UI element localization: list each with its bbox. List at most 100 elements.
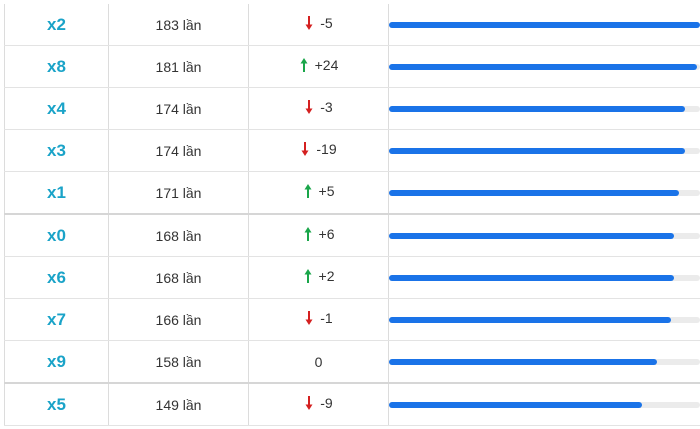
count-cell: 171 lần [108,171,249,215]
count-cell: 168 lần [108,256,249,299]
change-cell: +5 [248,171,389,215]
change-cell: +2 [248,256,389,299]
bar-cell [388,171,700,215]
change-cell: 0 [248,340,389,384]
progress-bar [389,401,700,408]
count-label: 174 lần [155,142,202,159]
number-cell: x3 [4,129,109,172]
progress-bar-fill [389,358,658,365]
bar-cell [388,87,700,130]
progress-bar-fill [389,316,672,323]
count-label: 171 lần [155,184,202,201]
change-cell: -19 [248,129,389,172]
table-row: x4 174 lần -3 [4,87,700,130]
change-cell: -5 [248,4,389,46]
table-row: x7 166 lần -1 [4,298,700,341]
count-cell: 174 lần [108,129,249,172]
change-label: -1 [320,310,333,326]
number-cell: x9 [4,340,109,384]
number-label: x5 [47,394,66,414]
change-cell: -3 [248,87,389,130]
change-label: -9 [320,395,333,411]
number-cell: x2 [4,4,109,46]
progress-bar-fill [389,147,685,154]
red-down-arrow-icon [304,15,314,31]
change-label: -5 [320,15,333,31]
table-row: x5 149 lần -9 [4,382,700,426]
bar-cell [388,4,700,46]
progress-bar-fill [389,105,685,112]
change-label: -3 [320,99,333,115]
number-cell: x5 [4,382,109,426]
count-label: 158 lần [155,353,202,370]
change-label: +5 [318,183,335,199]
count-cell: 166 lần [108,298,249,341]
bar-cell [388,129,700,172]
number-cell: x7 [4,298,109,341]
number-cell: x1 [4,171,109,215]
change-label: 0 [314,353,323,370]
red-down-arrow-icon [300,141,310,157]
count-label: 183 lần [155,16,202,33]
number-label: x6 [47,267,66,287]
number-label: x8 [47,56,66,76]
table-row: x0 168 lần +6 [4,213,700,257]
progress-bar [389,105,700,112]
table-row: x6 168 lần +2 [4,256,700,299]
green-up-arrow-icon [303,183,313,199]
progress-bar [389,21,700,28]
progress-bar [389,147,700,154]
progress-bar-fill [389,232,675,239]
progress-bar-fill [389,189,680,196]
count-label: 168 lần [155,227,202,244]
bar-cell [388,298,700,341]
count-cell: 183 lần [108,4,249,46]
progress-bar [389,63,700,70]
count-label: 166 lần [155,311,202,328]
bar-cell [388,256,700,299]
number-label: x2 [47,14,66,34]
count-label: 181 lần [155,58,202,75]
bar-cell [388,45,700,88]
bar-cell [388,213,700,257]
table-row: x3 174 lần -19 [4,129,700,172]
change-cell: +24 [248,45,389,88]
progress-bar [389,189,700,196]
bar-cell [388,382,700,426]
count-label: 174 lần [155,100,202,117]
change-label: +24 [314,57,339,73]
number-label: x3 [47,140,66,160]
number-cell: x4 [4,87,109,130]
number-cell: x6 [4,256,109,299]
progress-bar-fill [389,21,700,28]
table-row: x1 171 lần +5 [4,171,700,215]
count-cell: 158 lần [108,340,249,384]
green-up-arrow-icon [299,57,309,73]
progress-bar [389,316,700,323]
count-label: 168 lần [155,269,202,286]
count-cell: 174 lần [108,87,249,130]
change-label: -19 [316,141,337,157]
bar-cell [388,340,700,384]
change-cell: -1 [248,298,389,341]
number-cell: x0 [4,213,109,257]
progress-bar [389,232,700,239]
red-down-arrow-icon [304,99,314,115]
number-label: x9 [47,351,66,371]
number-cell: x8 [4,45,109,88]
change-label: +6 [318,226,335,242]
count-cell: 149 lần [108,382,249,426]
green-up-arrow-icon [303,226,313,242]
table-row: x8 181 lần +24 [4,45,700,88]
change-cell: +6 [248,213,389,257]
number-label: x1 [47,182,66,202]
count-cell: 181 lần [108,45,249,88]
number-label: x7 [47,309,66,329]
frequency-table: x2 183 lần -5 x8 181 lần +24 x4 174 lần … [4,4,700,426]
progress-bar-fill [389,63,697,70]
progress-bar-fill [389,401,643,408]
change-label: +2 [318,268,335,284]
red-down-arrow-icon [304,395,314,411]
green-up-arrow-icon [303,268,313,284]
change-cell: -9 [248,382,389,426]
